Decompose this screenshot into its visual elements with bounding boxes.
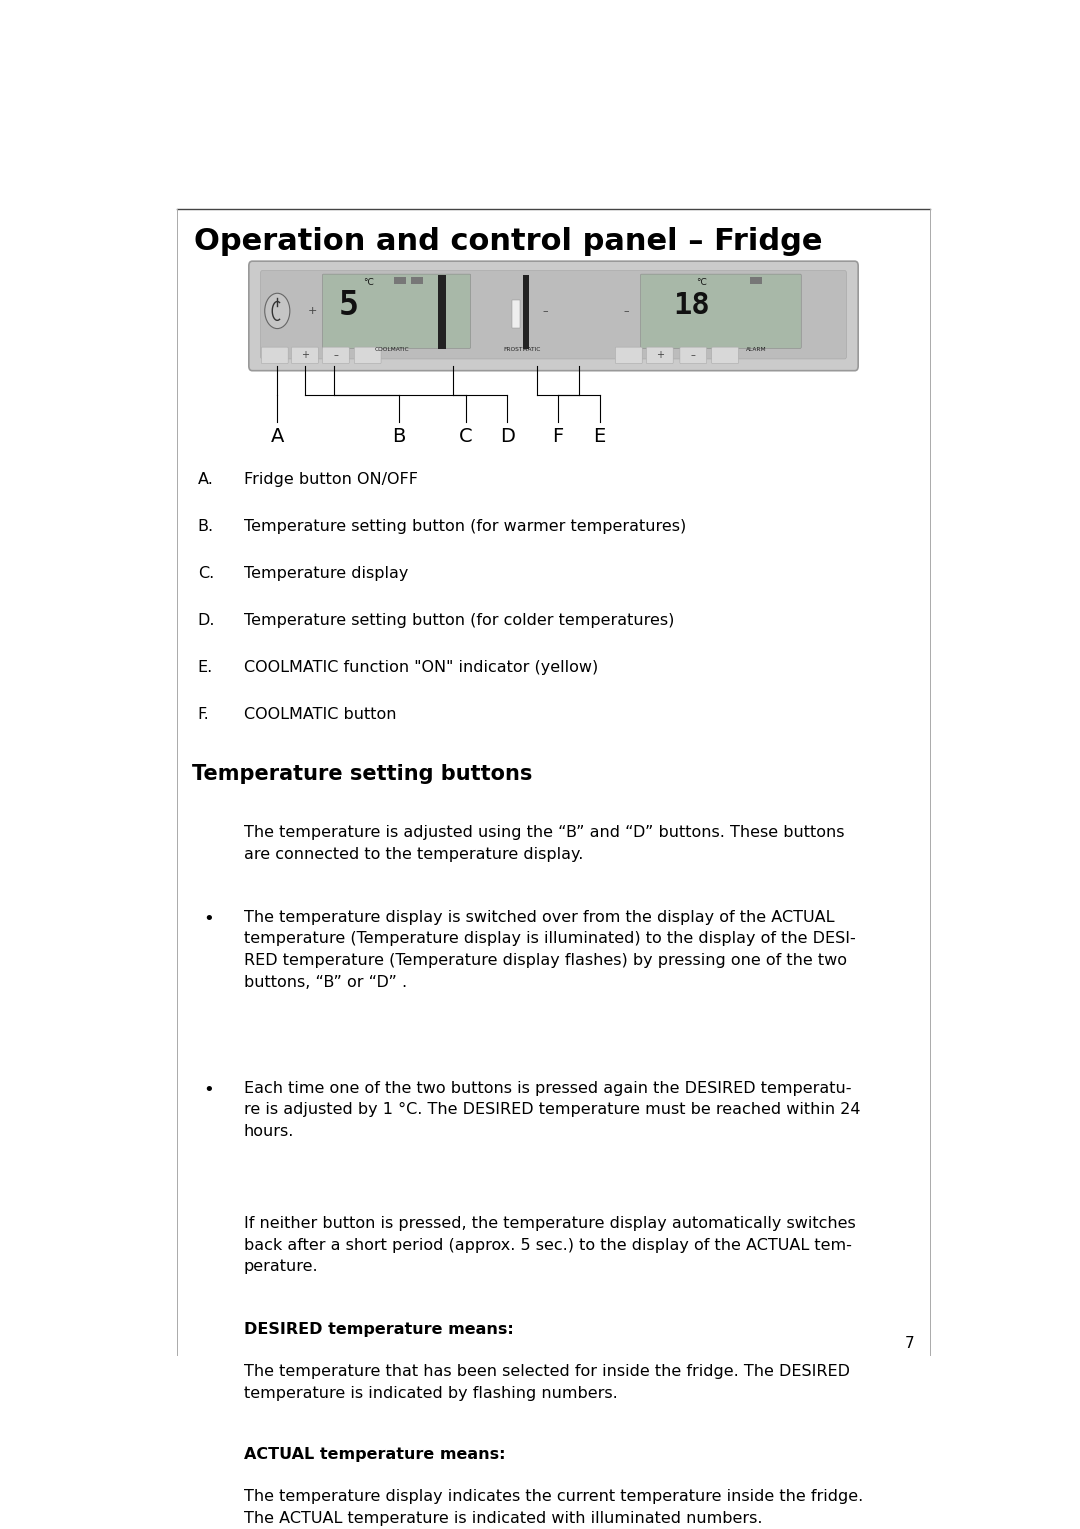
FancyBboxPatch shape	[712, 347, 739, 364]
Text: +: +	[656, 350, 664, 361]
Text: B.: B.	[198, 518, 214, 534]
FancyBboxPatch shape	[354, 347, 381, 364]
Text: F.: F.	[198, 708, 210, 722]
FancyBboxPatch shape	[523, 275, 529, 350]
Text: COOLMATIC: COOLMATIC	[375, 347, 409, 352]
FancyBboxPatch shape	[394, 277, 406, 284]
Text: –: –	[623, 306, 630, 317]
Text: •: •	[204, 910, 215, 928]
FancyBboxPatch shape	[260, 271, 847, 359]
Text: D.: D.	[198, 613, 215, 628]
Text: C: C	[459, 427, 472, 446]
FancyBboxPatch shape	[640, 274, 801, 349]
Circle shape	[265, 294, 289, 329]
Text: Operation and control panel – Fridge: Operation and control panel – Fridge	[193, 226, 822, 255]
Text: Each time one of the two buttons is pressed again the DESIRED temperatu-
re is a: Each time one of the two buttons is pres…	[244, 1081, 861, 1139]
Text: –: –	[691, 350, 696, 361]
Text: +: +	[301, 350, 309, 361]
FancyBboxPatch shape	[680, 347, 706, 364]
FancyBboxPatch shape	[751, 277, 761, 284]
Text: Temperature display: Temperature display	[244, 566, 408, 581]
Text: B: B	[392, 427, 405, 446]
Text: °C: °C	[696, 278, 706, 286]
Text: A: A	[271, 427, 284, 446]
Text: COOLMATIC function "ON" indicator (yellow): COOLMATIC function "ON" indicator (yello…	[244, 661, 598, 676]
Text: If neither button is pressed, the temperature display automatically switches
bac: If neither button is pressed, the temper…	[244, 1216, 855, 1274]
FancyBboxPatch shape	[292, 347, 319, 364]
Text: –: –	[542, 306, 548, 317]
Text: The temperature display indicates the current temperature inside the fridge.
The: The temperature display indicates the cu…	[244, 1489, 863, 1526]
Text: C.: C.	[198, 566, 214, 581]
Text: The temperature is adjusted using the “B” and “D” buttons. These buttons
are con: The temperature is adjusted using the “B…	[244, 826, 845, 862]
Text: COOLMATIC button: COOLMATIC button	[244, 708, 396, 722]
Text: A.: A.	[198, 472, 214, 486]
Text: E: E	[593, 427, 606, 446]
Text: ACTUAL temperature means:: ACTUAL temperature means:	[244, 1446, 505, 1462]
Text: °C: °C	[364, 278, 375, 286]
Text: The temperature display is switched over from the display of the ACTUAL
temperat: The temperature display is switched over…	[244, 910, 855, 989]
FancyBboxPatch shape	[261, 347, 288, 364]
Text: 5: 5	[338, 289, 359, 323]
Text: –: –	[334, 350, 338, 361]
FancyBboxPatch shape	[323, 347, 349, 364]
FancyBboxPatch shape	[323, 274, 471, 349]
Text: FROSTMATIC: FROSTMATIC	[503, 347, 540, 352]
FancyBboxPatch shape	[512, 300, 521, 327]
FancyBboxPatch shape	[411, 277, 423, 284]
Text: +: +	[308, 306, 318, 317]
FancyBboxPatch shape	[438, 275, 446, 350]
Text: E.: E.	[198, 661, 213, 676]
FancyBboxPatch shape	[647, 347, 673, 364]
Text: 7: 7	[904, 1336, 914, 1350]
Text: 18: 18	[673, 292, 710, 321]
Text: F: F	[552, 427, 564, 446]
Text: DESIRED temperature means:: DESIRED temperature means:	[244, 1323, 514, 1336]
Text: Temperature setting button (for warmer temperatures): Temperature setting button (for warmer t…	[244, 518, 686, 534]
Text: Temperature setting button (for colder temperatures): Temperature setting button (for colder t…	[244, 613, 674, 628]
Text: Fridge button ON/OFF: Fridge button ON/OFF	[244, 472, 418, 486]
Text: •: •	[204, 1081, 215, 1099]
Text: Temperature setting buttons: Temperature setting buttons	[192, 764, 532, 784]
FancyBboxPatch shape	[248, 261, 859, 370]
FancyBboxPatch shape	[616, 347, 643, 364]
Text: The temperature that has been selected for inside the fridge. The DESIRED
temper: The temperature that has been selected f…	[244, 1364, 850, 1401]
Text: D: D	[500, 427, 515, 446]
Text: ALARM: ALARM	[746, 347, 767, 352]
